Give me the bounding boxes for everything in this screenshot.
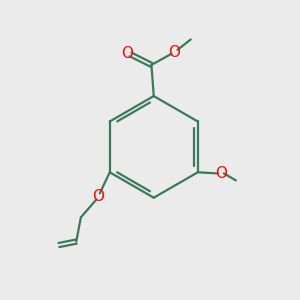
Text: O: O: [215, 166, 227, 181]
Text: O: O: [169, 45, 181, 60]
Text: O: O: [121, 46, 133, 61]
Text: O: O: [92, 189, 104, 204]
